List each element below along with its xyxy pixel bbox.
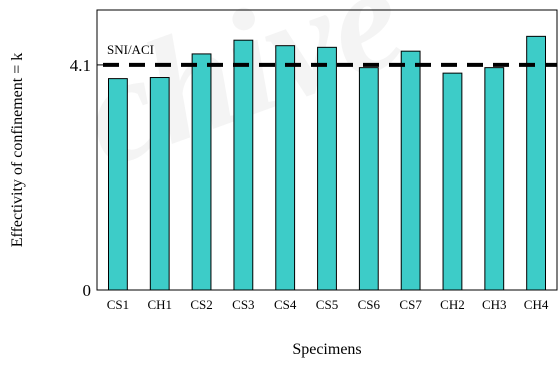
x-tick-label-cs3: CS3 (232, 297, 254, 312)
x-tick-label-cs5: CS5 (316, 297, 338, 312)
bar-cs3 (233, 39, 254, 291)
bar-cs4 (275, 45, 296, 291)
x-tick-label-ch4: CH4 (524, 297, 549, 312)
x-tick-label-cs6: CS6 (358, 297, 381, 312)
y-tick-label: 4.1 (70, 56, 91, 75)
x-tick-label-ch1: CH1 (147, 297, 172, 312)
bar-cs1 (108, 78, 128, 291)
y-ticks-group: 04.1 (70, 56, 103, 300)
bars-group (108, 35, 547, 291)
x-axis-label: Specimens (292, 341, 361, 358)
bar-ch3 (484, 67, 505, 291)
bar-cs7 (400, 50, 421, 291)
y-tick-label: 0 (83, 281, 92, 300)
x-ticks-group: CS1 CH1 CS2 CS3 CS4 CS5 CS6 CS7 CH2 CH3 CH4 (107, 297, 549, 312)
bar-ch1 (149, 77, 170, 291)
bar-cs2 (191, 53, 212, 291)
bar-ch4 (526, 35, 547, 291)
y-axis-label: Effectivity of confinement = k (9, 53, 26, 247)
reference-line-label: SNI/ACI (107, 42, 154, 57)
bar-ch2 (442, 72, 463, 291)
x-tick-label-cs4: CS4 (274, 297, 297, 312)
x-tick-label-cs7: CS7 (399, 297, 422, 312)
bar-cs6 (358, 67, 379, 291)
x-tick-label-ch2: CH2 (440, 297, 465, 312)
bar-cs5 (317, 46, 337, 291)
x-tick-label-cs1: CS1 (107, 297, 129, 312)
x-tick-label-cs2: CS2 (190, 297, 212, 312)
x-tick-label-ch3: CH3 (482, 297, 507, 312)
